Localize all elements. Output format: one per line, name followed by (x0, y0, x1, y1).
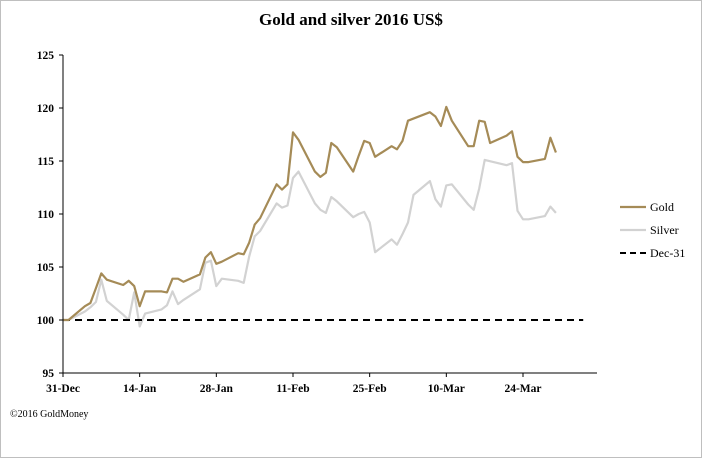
x-tick-label: 24-Mar (504, 383, 541, 395)
y-tick-label: 105 (37, 262, 55, 274)
copyright-note: ©2016 GoldMoney (10, 409, 89, 420)
x-tick-label: 14-Jan (123, 383, 157, 395)
legend-label-gold: Gold (650, 200, 674, 214)
y-tick-label: 115 (37, 156, 54, 168)
chart-title: Gold and silver 2016 US$ (259, 10, 443, 29)
x-tick-label: 25-Feb (353, 383, 387, 395)
x-tick-label: 10-Mar (428, 383, 465, 395)
y-tick-label: 120 (37, 103, 55, 115)
series-line-gold (63, 105, 557, 322)
y-tick-label: 100 (37, 315, 55, 327)
x-tick-label: 31-Dec (46, 383, 80, 395)
x-tick-label: 28-Jan (200, 383, 234, 395)
y-tick-label: 95 (43, 368, 55, 380)
legend-label-dec-31: Dec-31 (650, 246, 685, 260)
legend-label-silver: Silver (650, 223, 679, 237)
x-tick-label: 11-Feb (276, 383, 309, 395)
series-line-silver (63, 158, 557, 328)
y-tick-label: 110 (37, 209, 54, 221)
y-tick-label: 125 (37, 50, 55, 62)
